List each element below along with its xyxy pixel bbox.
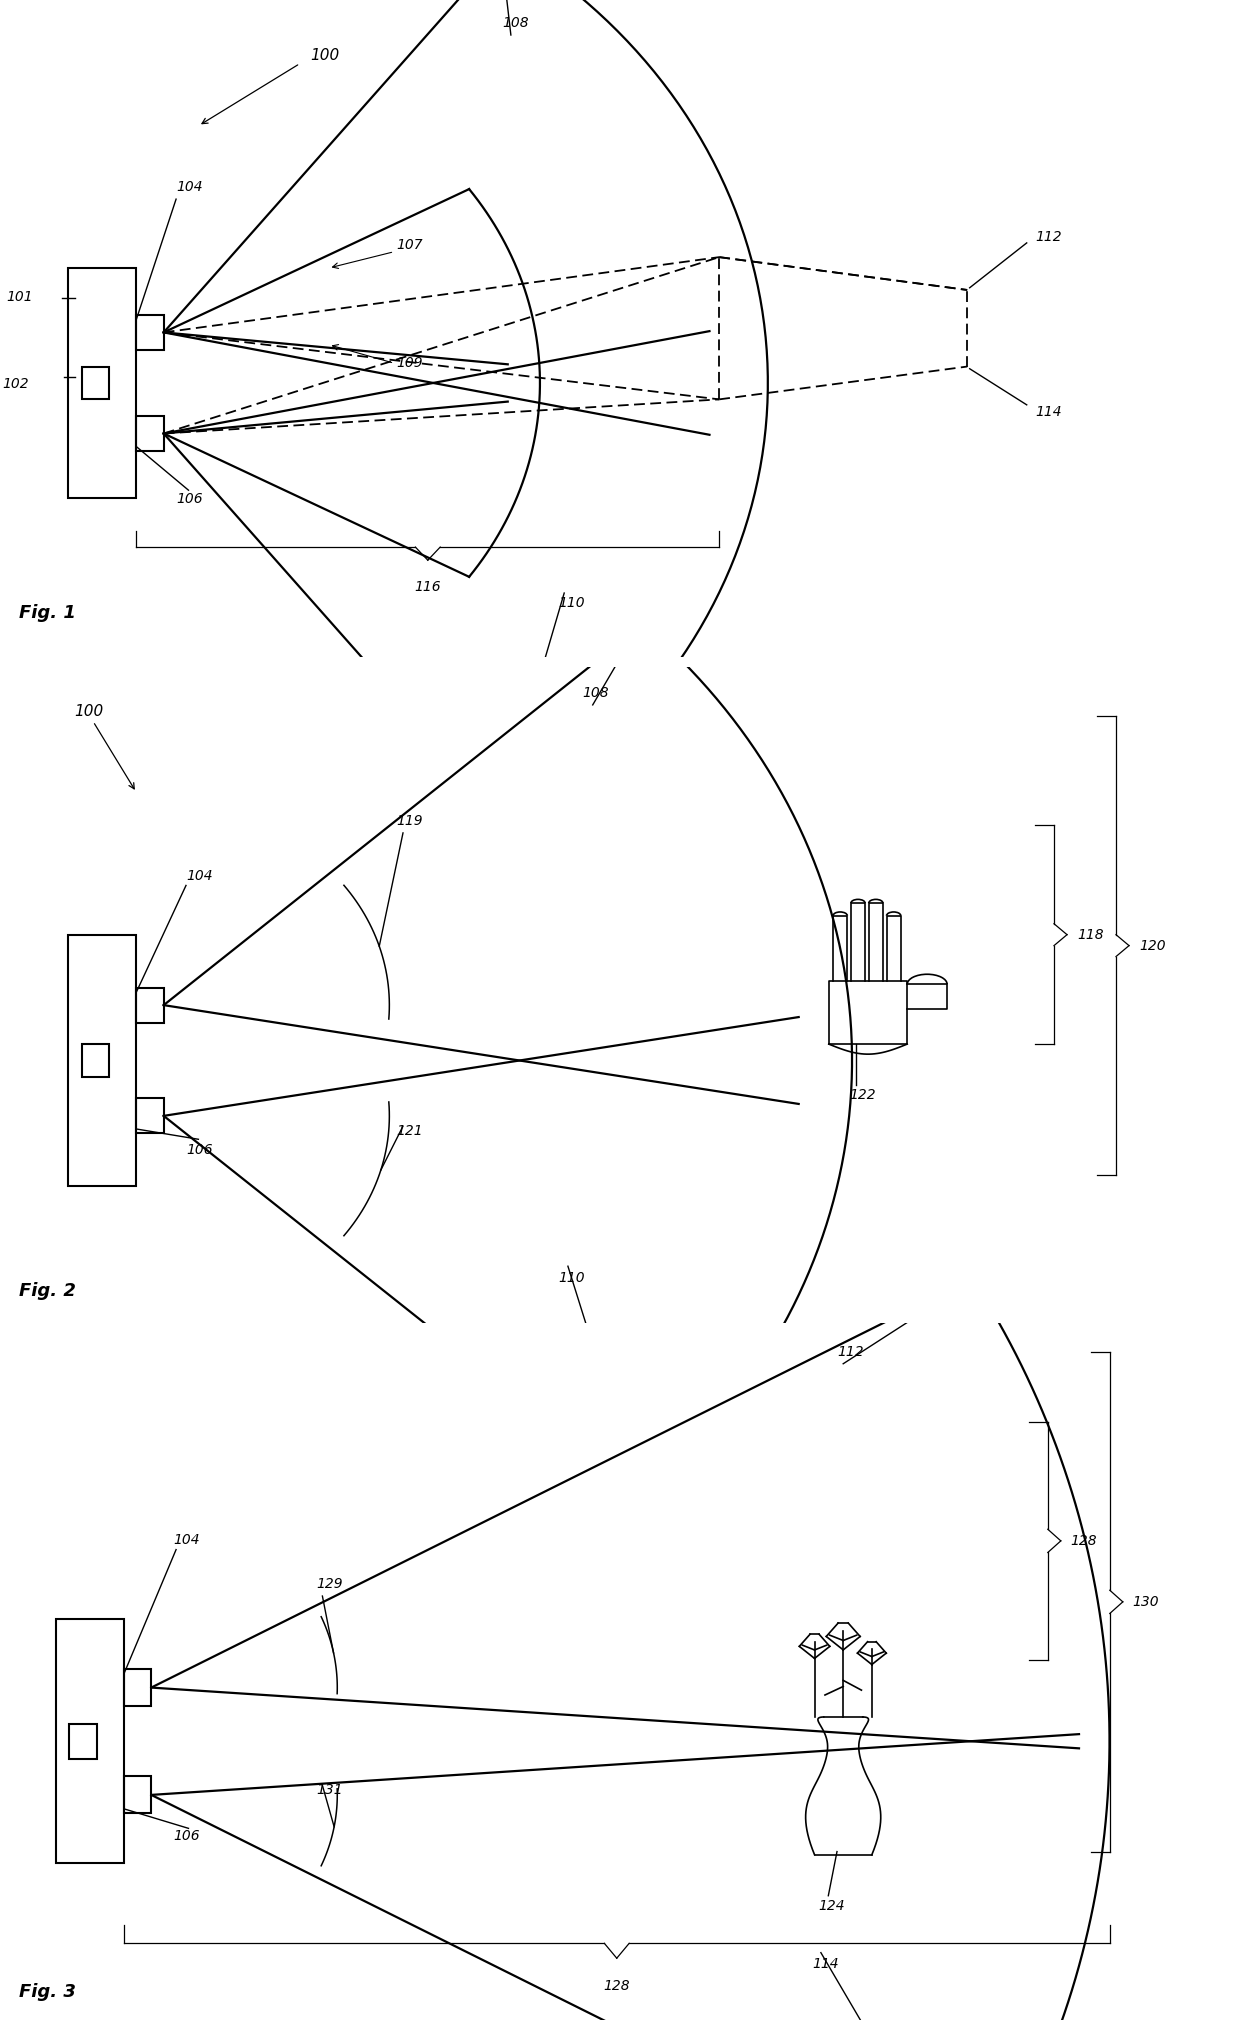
Text: 121: 121 [397,1123,423,1137]
Text: 109: 109 [397,356,423,370]
Text: 116: 116 [414,580,441,594]
Bar [136,315,164,349]
Text: 102: 102 [2,378,29,392]
Bar [82,366,109,400]
Text: 130: 130 [1133,1596,1159,1608]
Text: 107: 107 [397,238,423,252]
Text: 104: 104 [174,1533,200,1547]
Text: 110: 110 [558,1271,584,1285]
Text: 112: 112 [837,1345,863,1359]
Text: 131: 131 [316,1782,342,1796]
Text: 100: 100 [74,703,104,719]
Bar [136,416,164,450]
Bar [69,1723,97,1759]
Bar [68,269,136,497]
Bar [136,988,164,1022]
Text: 110: 110 [558,596,584,610]
Text: 108: 108 [502,16,528,30]
Text: 114: 114 [812,1957,838,1972]
Bar [56,1620,124,1862]
Text: 104: 104 [186,869,212,883]
Text: 114: 114 [1035,404,1061,418]
Text: 120: 120 [1140,939,1166,953]
Text: 108: 108 [583,687,609,701]
Bar [124,1776,151,1814]
Text: Fig. 1: Fig. 1 [19,604,76,622]
Text: 118: 118 [1076,927,1104,941]
Text: 124: 124 [818,1899,844,1913]
Text: 104: 104 [176,180,202,194]
Bar [124,1669,151,1707]
Text: 106: 106 [174,1828,200,1842]
Text: 128: 128 [1071,1533,1097,1547]
Text: 119: 119 [397,814,423,828]
Text: 106: 106 [186,1143,212,1157]
Text: Fig. 3: Fig. 3 [19,1984,76,2000]
Bar [136,1099,164,1133]
Text: 101: 101 [6,291,32,303]
Text: 100: 100 [310,48,340,63]
Bar [82,1044,109,1077]
Text: 129: 129 [316,1578,342,1592]
Text: 106: 106 [176,493,202,507]
Bar [68,935,136,1186]
Text: 128: 128 [604,1980,630,1994]
Text: 112: 112 [1035,230,1061,244]
Text: 122: 122 [849,1089,875,1101]
Text: Fig. 2: Fig. 2 [19,1283,76,1299]
